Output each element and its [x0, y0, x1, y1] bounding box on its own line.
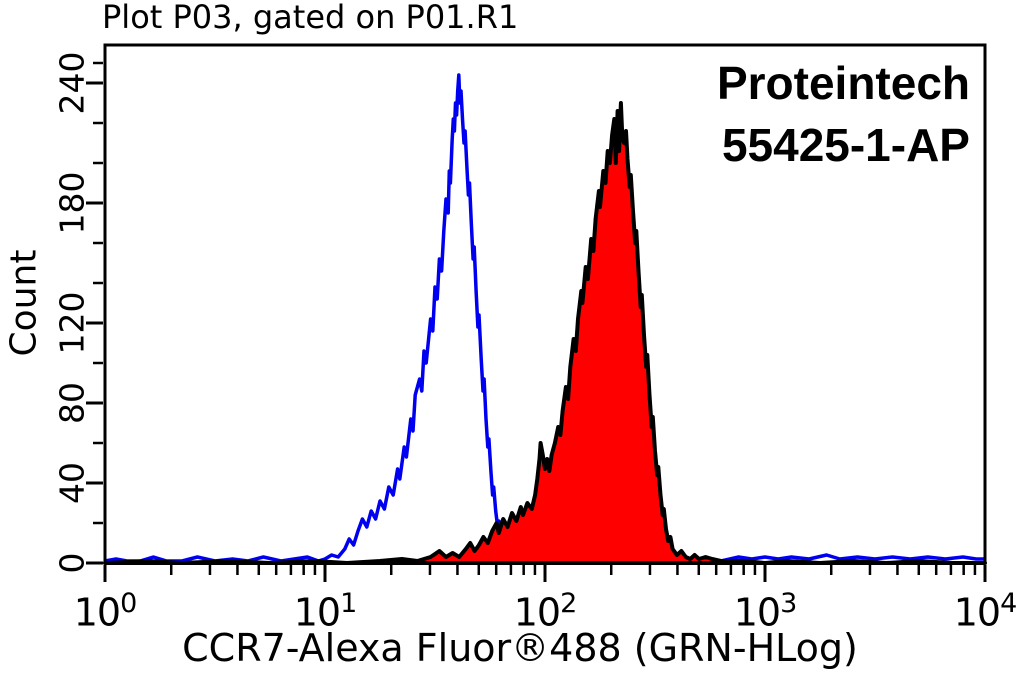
y-tick-label-0: 0 [52, 552, 92, 574]
antibody-annotation: Proteintech 55425-1-AP [717, 52, 970, 176]
x-axis-title: CCR7-Alexa Fluor®488 (GRN-HLog) [182, 626, 858, 670]
x-tick-label-1e2: 102 [513, 588, 578, 635]
plot-frame [103, 43, 987, 565]
x-tick-label-1e0: 100 [73, 588, 138, 635]
y-tick-label-240: 240 [52, 51, 92, 115]
y-tick-label-120: 120 [52, 291, 92, 355]
x-tick-label-1e4: 104 [953, 588, 1016, 635]
plot-title: Plot P03, gated on P01.R1 [102, 0, 519, 36]
y-tick-label-180: 180 [52, 171, 92, 235]
x-tick-label-1e3: 103 [733, 588, 798, 635]
y-tick-label-80: 80 [52, 382, 92, 424]
x-tick-label-1e1: 101 [293, 588, 358, 635]
y-tick-label-40: 40 [52, 462, 92, 504]
x-axis-ticks [103, 565, 987, 582]
y-axis-ticks [86, 61, 103, 565]
annotation-catalog: 55425-1-AP [721, 119, 970, 171]
annotation-vendor: Proteintech [716, 57, 970, 109]
histogram-curves [103, 73, 987, 565]
sample-curve [103, 101, 987, 565]
